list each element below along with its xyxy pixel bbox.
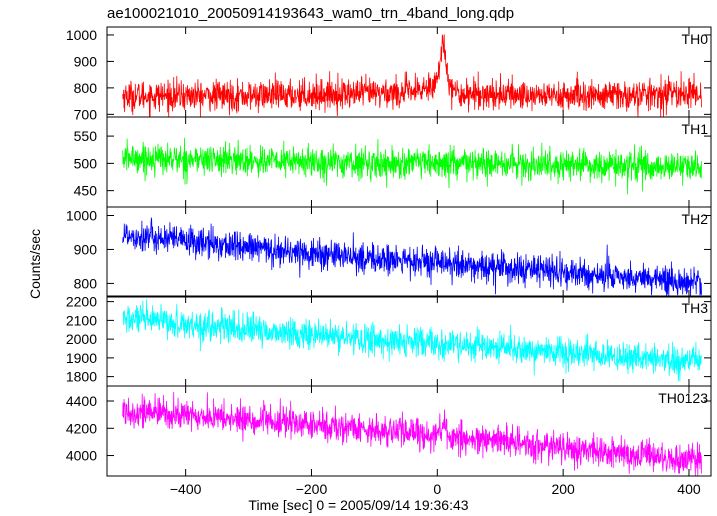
- x-tick-label--400: −400: [170, 481, 202, 497]
- x-axis-label: Time [sec] 0 = 2005/09/14 19:36:43: [248, 497, 469, 513]
- y-tick-label-th2-1000: 1000: [66, 207, 97, 223]
- y-tick-label-th2-900: 900: [74, 241, 98, 257]
- y-tick-label-th1-550: 550: [74, 128, 98, 144]
- y-tick-label-th0-800: 800: [74, 80, 98, 96]
- y-tick-label-th0-900: 900: [74, 53, 98, 69]
- panel-label-th1: TH1: [682, 121, 709, 137]
- x-tick-label-400: 400: [677, 481, 701, 497]
- y-tick-label-th0123-4400: 4400: [66, 393, 97, 409]
- y-axis-label: Counts/sec: [27, 228, 43, 300]
- y-tick-label-th0-700: 700: [74, 106, 98, 122]
- series-line-th0: [122, 34, 702, 118]
- y-tick-label-th3-1900: 1900: [66, 350, 97, 366]
- series-line-th0123: [122, 391, 702, 477]
- panel-label-th3: TH3: [682, 300, 709, 316]
- series-line-th1: [122, 137, 702, 195]
- panel-label-th0: TH0: [682, 31, 709, 47]
- y-tick-label-th0-1000: 1000: [66, 27, 97, 43]
- y-tick-label-th2-800: 800: [74, 275, 98, 291]
- y-tick-label-th3-2100: 2100: [66, 312, 97, 328]
- series-line-th2: [122, 217, 702, 298]
- panel-label-th2: TH2: [682, 211, 709, 227]
- y-tick-label-th3-2000: 2000: [66, 331, 97, 347]
- y-tick-label-th1-500: 500: [74, 155, 98, 171]
- y-tick-label-th0123-4000: 4000: [66, 448, 97, 464]
- x-tick-label--200: −200: [296, 481, 328, 497]
- x-tick-label-0: 0: [433, 481, 441, 497]
- series-line-th3: [122, 299, 702, 382]
- y-tick-label-th0123-4200: 4200: [66, 420, 97, 436]
- y-tick-label-th3-1800: 1800: [66, 369, 97, 385]
- panel-frame-th2: [106, 206, 712, 298]
- y-tick-label-th3-2200: 2200: [66, 294, 97, 310]
- panel-label-th0123: TH0123: [658, 390, 708, 406]
- panel-frame-th0123: [106, 385, 712, 477]
- x-tick-label-200: 200: [551, 481, 575, 497]
- y-tick-label-th1-450: 450: [74, 183, 98, 199]
- chart-title: ae100021010_20050914193643_wam0_trn_4ban…: [107, 5, 515, 22]
